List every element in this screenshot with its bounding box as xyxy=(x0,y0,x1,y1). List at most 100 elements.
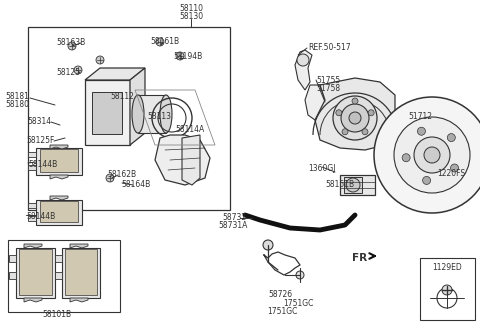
Circle shape xyxy=(74,66,82,74)
Polygon shape xyxy=(16,248,55,298)
Bar xyxy=(28,27,230,210)
Text: 58194B: 58194B xyxy=(173,52,202,61)
Text: 58732: 58732 xyxy=(222,213,246,222)
Polygon shape xyxy=(130,68,145,145)
Circle shape xyxy=(402,154,410,162)
Text: 51712: 51712 xyxy=(408,112,432,121)
Ellipse shape xyxy=(132,95,144,133)
Circle shape xyxy=(341,104,369,132)
Bar xyxy=(138,95,166,133)
Text: 58144B: 58144B xyxy=(26,212,55,221)
Polygon shape xyxy=(305,85,325,120)
Polygon shape xyxy=(340,175,375,195)
Text: 58114A: 58114A xyxy=(175,125,204,134)
Text: 58125: 58125 xyxy=(56,68,80,77)
Polygon shape xyxy=(295,50,312,90)
Circle shape xyxy=(362,129,368,135)
Polygon shape xyxy=(85,68,145,80)
Circle shape xyxy=(349,112,361,124)
Circle shape xyxy=(333,96,377,140)
Text: REF.50-517: REF.50-517 xyxy=(308,43,350,52)
Circle shape xyxy=(156,38,164,46)
Bar xyxy=(344,177,362,193)
Ellipse shape xyxy=(160,95,172,133)
Polygon shape xyxy=(28,203,36,208)
Text: 58163B: 58163B xyxy=(56,38,85,47)
Text: FR: FR xyxy=(352,253,367,263)
Circle shape xyxy=(346,178,360,192)
Polygon shape xyxy=(28,165,36,170)
Polygon shape xyxy=(70,244,88,248)
Text: 58113: 58113 xyxy=(147,112,171,121)
Bar xyxy=(420,258,475,320)
Polygon shape xyxy=(50,196,68,200)
Polygon shape xyxy=(85,80,130,145)
Text: 58112: 58112 xyxy=(110,92,134,101)
Polygon shape xyxy=(50,145,68,149)
Circle shape xyxy=(176,52,184,60)
Text: 58151B: 58151B xyxy=(325,180,354,189)
Polygon shape xyxy=(28,216,36,221)
Circle shape xyxy=(263,240,273,250)
Text: 58130: 58130 xyxy=(179,12,203,21)
Text: 1129ED: 1129ED xyxy=(432,263,462,272)
Text: 58161B: 58161B xyxy=(150,37,179,46)
Circle shape xyxy=(418,127,425,135)
Circle shape xyxy=(342,129,348,135)
Polygon shape xyxy=(55,255,62,262)
Text: 1220FS: 1220FS xyxy=(437,169,465,178)
Polygon shape xyxy=(36,148,82,175)
Circle shape xyxy=(447,134,456,142)
Text: 58181: 58181 xyxy=(5,92,29,101)
Polygon shape xyxy=(28,152,36,157)
Text: 58162B: 58162B xyxy=(107,170,136,179)
Text: 58125F: 58125F xyxy=(26,136,54,145)
Circle shape xyxy=(451,164,458,172)
Bar xyxy=(8,240,120,312)
Polygon shape xyxy=(155,135,210,185)
Polygon shape xyxy=(9,255,16,262)
Circle shape xyxy=(96,56,104,64)
Polygon shape xyxy=(40,201,78,222)
Ellipse shape xyxy=(394,117,470,193)
Polygon shape xyxy=(19,249,52,295)
Polygon shape xyxy=(24,244,42,248)
Text: 51755: 51755 xyxy=(316,76,340,85)
Circle shape xyxy=(424,147,440,163)
Text: 58164B: 58164B xyxy=(121,180,150,189)
Text: 58110: 58110 xyxy=(179,4,203,13)
Polygon shape xyxy=(36,200,82,225)
Ellipse shape xyxy=(374,97,480,213)
Text: 58731A: 58731A xyxy=(218,221,247,230)
Text: 1751GC: 1751GC xyxy=(283,299,313,308)
Circle shape xyxy=(442,285,452,295)
Polygon shape xyxy=(55,272,62,279)
Polygon shape xyxy=(70,298,88,302)
Circle shape xyxy=(352,98,358,104)
Circle shape xyxy=(336,110,342,116)
Circle shape xyxy=(296,271,304,279)
Polygon shape xyxy=(315,78,395,150)
Circle shape xyxy=(106,174,114,182)
Polygon shape xyxy=(50,175,68,179)
Text: 1360GJ: 1360GJ xyxy=(308,164,336,173)
Text: 1751GC: 1751GC xyxy=(267,307,298,316)
Polygon shape xyxy=(40,149,78,172)
Polygon shape xyxy=(182,135,200,185)
Text: 58180: 58180 xyxy=(5,100,29,109)
Text: 51758: 51758 xyxy=(316,84,340,93)
Polygon shape xyxy=(65,249,97,295)
Text: 58314: 58314 xyxy=(27,117,51,126)
Polygon shape xyxy=(62,248,100,298)
Ellipse shape xyxy=(414,137,450,173)
Text: 58101B: 58101B xyxy=(42,310,72,319)
Circle shape xyxy=(297,54,309,66)
Circle shape xyxy=(68,42,76,50)
Polygon shape xyxy=(9,272,16,279)
Text: 58726: 58726 xyxy=(268,290,292,299)
Circle shape xyxy=(422,177,431,184)
Text: 58144B: 58144B xyxy=(28,160,57,169)
Polygon shape xyxy=(24,298,42,302)
Bar xyxy=(92,92,122,134)
Circle shape xyxy=(368,110,374,116)
